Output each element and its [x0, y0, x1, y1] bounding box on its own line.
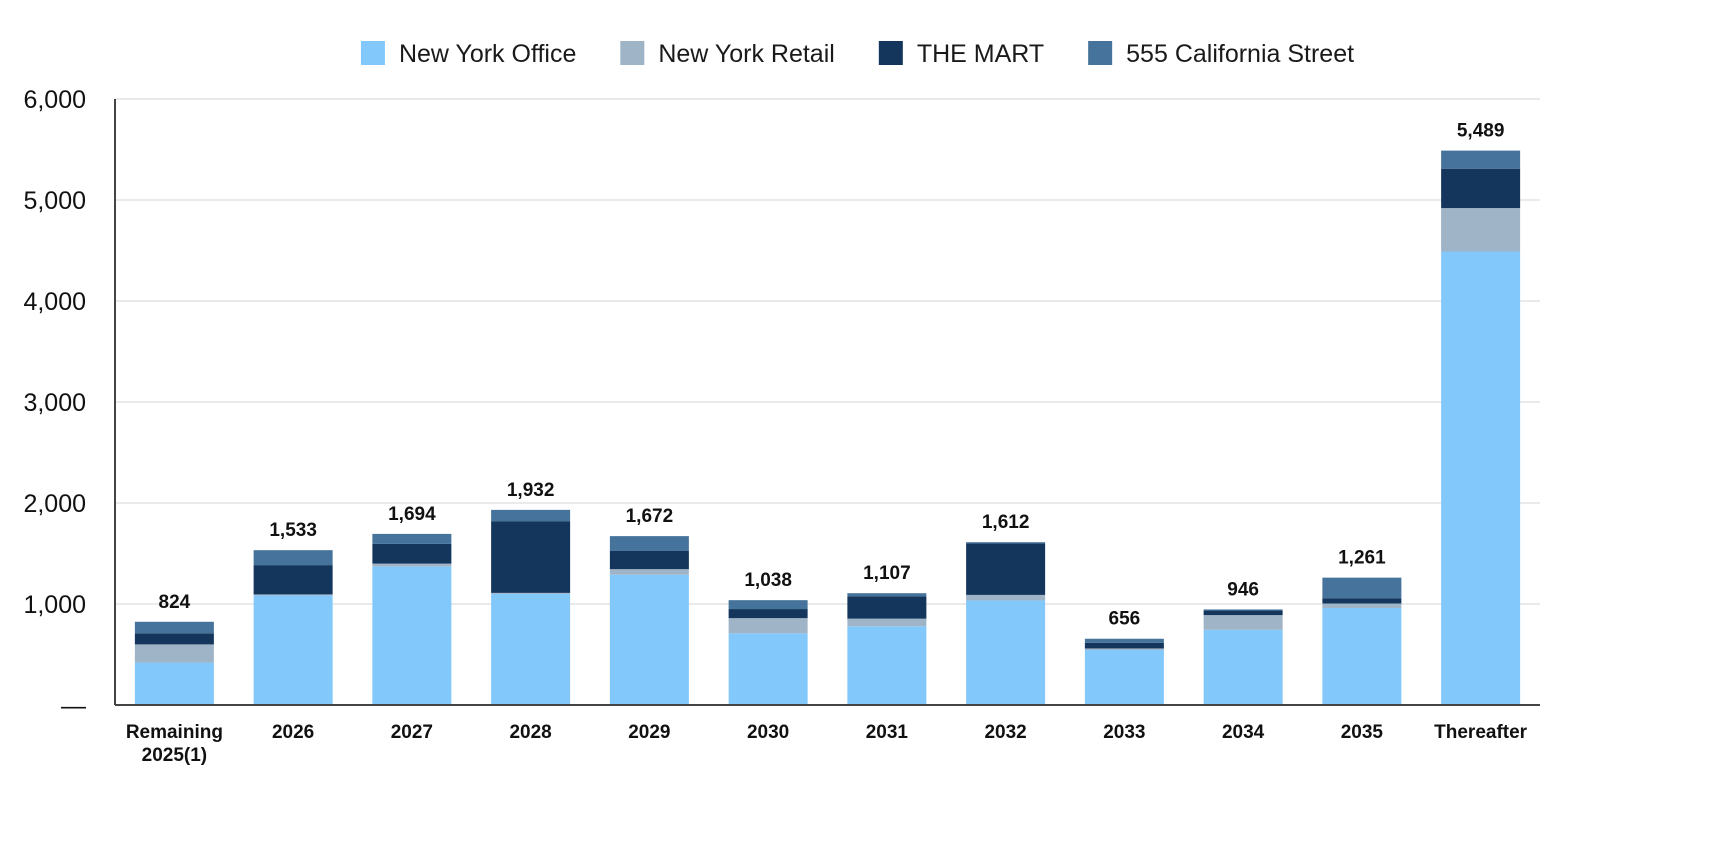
- bar-segment-new-york-retail-2034: [1203, 615, 1283, 630]
- total-label: 1,612: [982, 512, 1030, 533]
- x-tick-label: 2025(1): [142, 745, 208, 766]
- bar-segment-new-york-retail-2027: [372, 563, 452, 567]
- total-label: 1,107: [863, 563, 911, 584]
- legend-swatch: [620, 41, 645, 65]
- bar-segment-new-york-office-2034: [1203, 629, 1283, 705]
- bar-segment-new-york-retail-2031: [847, 618, 927, 627]
- total-label: 656: [1109, 609, 1141, 630]
- bar-segment-555-california-street-2027: [372, 533, 452, 544]
- bar-segment-the-mart-2032: [966, 543, 1046, 595]
- legend-swatch: [878, 41, 903, 65]
- bar-segment-new-york-retail-2029: [609, 569, 689, 575]
- bar-segment-the-mart-2035: [1322, 598, 1402, 604]
- legend-label: New York Office: [399, 40, 576, 68]
- y-tick-label: 2,000: [23, 490, 86, 518]
- x-tick-label: 2032: [984, 722, 1026, 743]
- total-label: 1,038: [744, 570, 792, 591]
- bar-segment-555-california-street-2034: [1203, 609, 1283, 611]
- x-tick-label: 2030: [747, 722, 789, 743]
- bar-segment-the-mart-2030: [728, 609, 808, 619]
- bar-segment-the-mart-thereafter: [1441, 168, 1521, 209]
- legend-label: New York Retail: [658, 40, 834, 68]
- x-tick-label: 2029: [628, 722, 670, 743]
- bar-segment-new-york-office-2031: [847, 626, 927, 705]
- bar-segment-new-york-office-2030: [728, 633, 808, 705]
- bar-segment-new-york-retail-2026: [253, 594, 333, 596]
- bar-segment-the-mart-2028: [491, 521, 571, 593]
- y-tick-label: 3,000: [23, 389, 86, 417]
- total-label: 1,932: [507, 480, 555, 501]
- bar-segment-555-california-street-2032: [966, 542, 1046, 544]
- bar-segment-new-york-office-2027: [372, 566, 452, 705]
- total-label: 1,672: [626, 506, 674, 527]
- bar-segment-the-mart-2033: [1084, 642, 1164, 649]
- bar-segment-the-mart-2029: [609, 550, 689, 570]
- total-label: 1,533: [269, 520, 317, 541]
- bar-segment-new-york-office-thereafter: [1441, 251, 1521, 705]
- y-axis: — 1,000 2,000 3,000 4,000 5,000 6,000: [23, 86, 116, 720]
- x-tick-label: 2026: [272, 722, 314, 743]
- bars: [134, 150, 1521, 705]
- bar-segment-new-york-office-2028: [491, 593, 571, 705]
- bar-segment-new-york-retail-2032: [966, 594, 1046, 601]
- total-label: 1,261: [1338, 548, 1386, 569]
- total-label: 946: [1227, 579, 1259, 600]
- y-tick-label: 6,000: [23, 86, 86, 114]
- bar-segment-new-york-office-2032: [966, 600, 1046, 705]
- legend-item-the-mart: THE MART: [878, 40, 1044, 68]
- bar-segment-the-mart-remaining-2025-1: [134, 633, 214, 645]
- total-label: 1,694: [388, 504, 436, 525]
- legend-swatch: [1088, 41, 1113, 65]
- total-label: 824: [159, 592, 191, 613]
- bar-segment-555-california-street-2031: [847, 593, 927, 597]
- bar-segment-new-york-retail-thereafter: [1441, 208, 1521, 252]
- x-tick-label: 2035: [1341, 722, 1384, 743]
- bar-segment-555-california-street-2028: [491, 509, 571, 522]
- bar-segment-new-york-retail-2033: [1084, 648, 1164, 650]
- x-tick-label: 2031: [866, 722, 909, 743]
- bar-segment-555-california-street-2029: [609, 536, 689, 551]
- bar-segment-the-mart-2027: [372, 543, 452, 564]
- bar-segment-new-york-office-remaining-2025-1: [134, 662, 214, 705]
- y-tick-label: 5,000: [23, 187, 86, 215]
- x-tick-label: 2028: [509, 722, 551, 743]
- legend-item-555-california-street: 555 California Street: [1088, 40, 1354, 68]
- legend-item-new-york-office: New York Office: [360, 40, 576, 68]
- bar-segment-555-california-street-2026: [253, 550, 333, 566]
- bar-segment-new-york-retail-2028: [491, 592, 571, 594]
- x-tick-label: 2034: [1222, 722, 1265, 743]
- bar-segment-new-york-retail-2035: [1322, 603, 1402, 609]
- bar-segment-555-california-street-remaining-2025-1: [134, 621, 214, 634]
- bar-segment-the-mart-2026: [253, 565, 333, 595]
- bar-segment-555-california-street-2035: [1322, 577, 1402, 599]
- legend-label: THE MART: [917, 40, 1044, 68]
- bar-segment-555-california-street-2033: [1084, 638, 1164, 643]
- bar-segment-new-york-office-2029: [609, 574, 689, 705]
- y-tick-label: 1,000: [23, 591, 86, 619]
- bar-segment-new-york-office-2035: [1322, 608, 1402, 705]
- bar-segment-the-mart-2031: [847, 596, 927, 619]
- x-tick-label: Thereafter: [1434, 722, 1528, 743]
- legend: New York Office New York Retail THE MART 55…: [360, 40, 1354, 68]
- bar-segment-new-york-office-2033: [1084, 649, 1164, 705]
- x-tick-label: 2027: [391, 722, 433, 743]
- y-tick-label: —: [61, 692, 86, 720]
- y-tick-label: 4,000: [23, 288, 86, 316]
- bar-segment-the-mart-2034: [1203, 610, 1283, 616]
- bar-segment-new-york-office-2026: [253, 595, 333, 705]
- total-label: 5,489: [1457, 121, 1505, 142]
- bar-segment-new-york-retail-remaining-2025-1: [134, 644, 214, 663]
- gridlines: [115, 98, 1540, 605]
- x-tick-label: 2033: [1103, 722, 1145, 743]
- bar-segment-555-california-street-thereafter: [1441, 150, 1521, 169]
- legend-item-new-york-retail: New York Retail: [620, 40, 835, 68]
- legend-label: 555 California Street: [1126, 40, 1354, 68]
- bar-segment-555-california-street-2030: [728, 600, 808, 610]
- legend-swatch: [360, 41, 385, 65]
- total-labels: 824 1,533 1,694 1,932 1,672 1,038 1,107 1,612 65…: [159, 121, 1505, 630]
- x-tick-label: Remaining: [126, 722, 223, 743]
- bar-segment-new-york-retail-2030: [728, 618, 808, 634]
